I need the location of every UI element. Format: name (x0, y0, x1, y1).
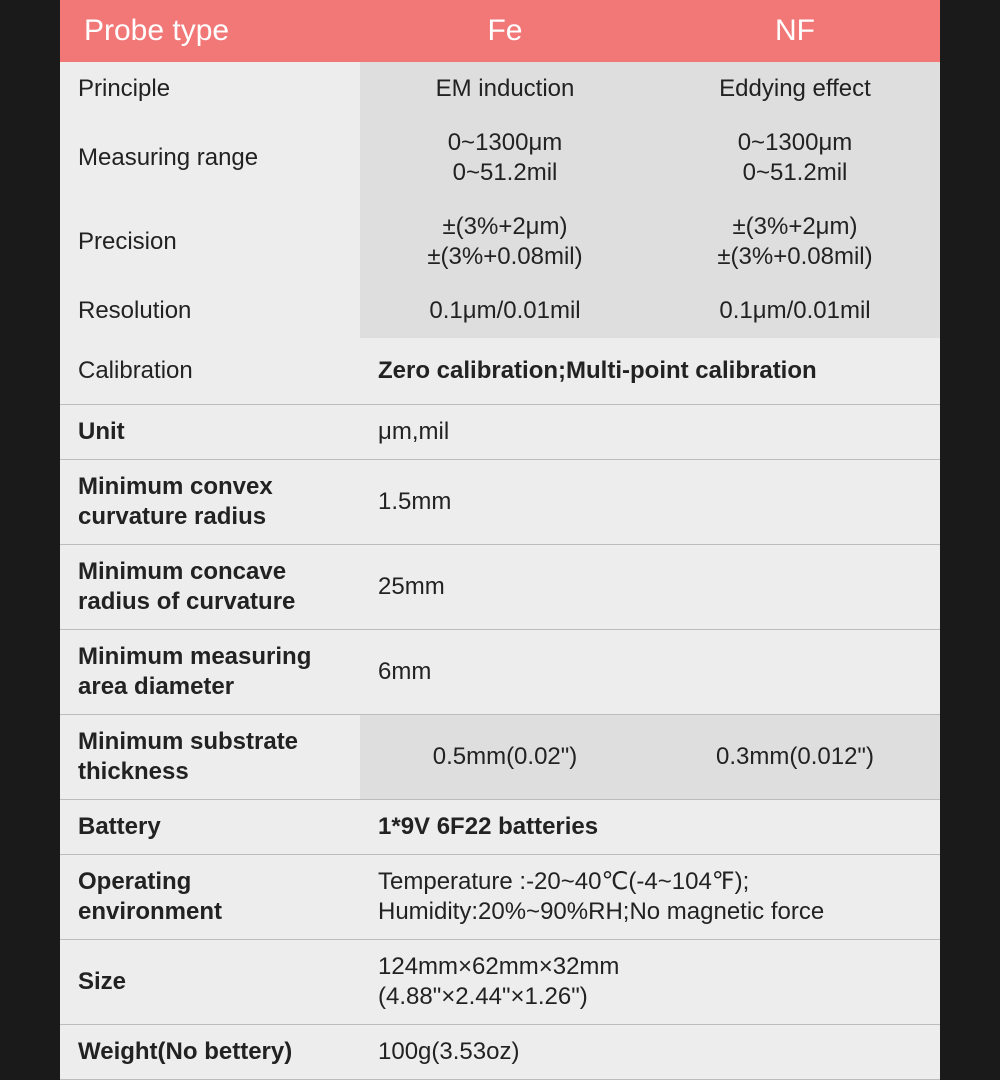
nf-range: 0~1300μm 0~51.2mil (650, 116, 940, 200)
nf-resolution: 0.1μm/0.01mil (650, 284, 940, 338)
row-min-concave: Minimum concave radius of curvature 25mm (60, 545, 940, 629)
header-label: Probe type (60, 0, 360, 62)
label-calibration: Calibration (60, 344, 360, 398)
label-unit: Unit (60, 405, 360, 459)
row-resolution: Resolution 0.1μm/0.01mil 0.1μm/0.01mil (60, 284, 940, 338)
label-resolution: Resolution (60, 284, 360, 338)
nf-min-substrate: 0.3mm(0.012") (650, 715, 940, 799)
fe-precision: ±(3%+2μm) ±(3%+0.08mil) (360, 200, 650, 284)
row-principle: Principle EM induction Eddying effect (60, 62, 940, 116)
row-min-area: Minimum measuring area diameter 6mm (60, 630, 940, 714)
label-size: Size (60, 940, 360, 1024)
label-battery: Battery (60, 800, 360, 854)
value-calibration: Zero calibration;Multi-point calibration (360, 344, 940, 398)
spec-table: Probe type Fe NF Principle EM induction … (60, 0, 940, 1080)
row-battery: Battery 1*9V 6F22 batteries (60, 800, 940, 854)
nf-principle: Eddying effect (650, 62, 940, 116)
row-weight: Weight(No bettery) 100g(3.53oz) (60, 1025, 940, 1079)
value-min-concave: 25mm (360, 545, 940, 629)
value-min-area: 6mm (360, 630, 940, 714)
row-op-env: Operating environment Temperature :-20~4… (60, 855, 940, 939)
label-weight: Weight(No bettery) (60, 1025, 360, 1079)
row-size: Size 124mm×62mm×32mm (4.88"×2.44"×1.26") (60, 940, 940, 1024)
row-min-substrate: Minimum substrate thickness 0.5mm(0.02")… (60, 715, 940, 799)
divider (60, 1079, 940, 1080)
label-min-area: Minimum measuring area diameter (60, 630, 360, 714)
row-min-convex: Minimum convex curvature radius 1.5mm (60, 460, 940, 544)
value-unit: μm,mil (360, 405, 940, 459)
label-range: Measuring range (60, 116, 360, 200)
row-unit: Unit μm,mil (60, 405, 940, 459)
label-min-substrate: Minimum substrate thickness (60, 715, 360, 799)
value-weight: 100g(3.53oz) (360, 1025, 940, 1079)
nf-precision: ±(3%+2μm) ±(3%+0.08mil) (650, 200, 940, 284)
fe-principle: EM induction (360, 62, 650, 116)
label-principle: Principle (60, 62, 360, 116)
fe-min-substrate: 0.5mm(0.02") (360, 715, 650, 799)
header-fe: Fe (360, 0, 650, 62)
label-precision: Precision (60, 200, 360, 284)
row-range: Measuring range 0~1300μm 0~51.2mil 0~130… (60, 116, 940, 200)
row-calibration: Calibration Zero calibration;Multi-point… (60, 338, 940, 404)
fe-resolution: 0.1μm/0.01mil (360, 284, 650, 338)
header-row: Probe type Fe NF (60, 0, 940, 62)
value-battery: 1*9V 6F22 batteries (360, 800, 940, 854)
value-min-convex: 1.5mm (360, 460, 940, 544)
label-min-convex: Minimum convex curvature radius (60, 460, 360, 544)
value-op-env: Temperature :-20~40℃(-4~104℉); Humidity:… (360, 855, 940, 939)
fe-range: 0~1300μm 0~51.2mil (360, 116, 650, 200)
row-precision: Precision ±(3%+2μm) ±(3%+0.08mil) ±(3%+2… (60, 200, 940, 284)
label-min-concave: Minimum concave radius of curvature (60, 545, 360, 629)
value-size: 124mm×62mm×32mm (4.88"×2.44"×1.26") (360, 940, 940, 1024)
label-op-env: Operating environment (60, 855, 360, 939)
header-nf: NF (650, 0, 940, 62)
